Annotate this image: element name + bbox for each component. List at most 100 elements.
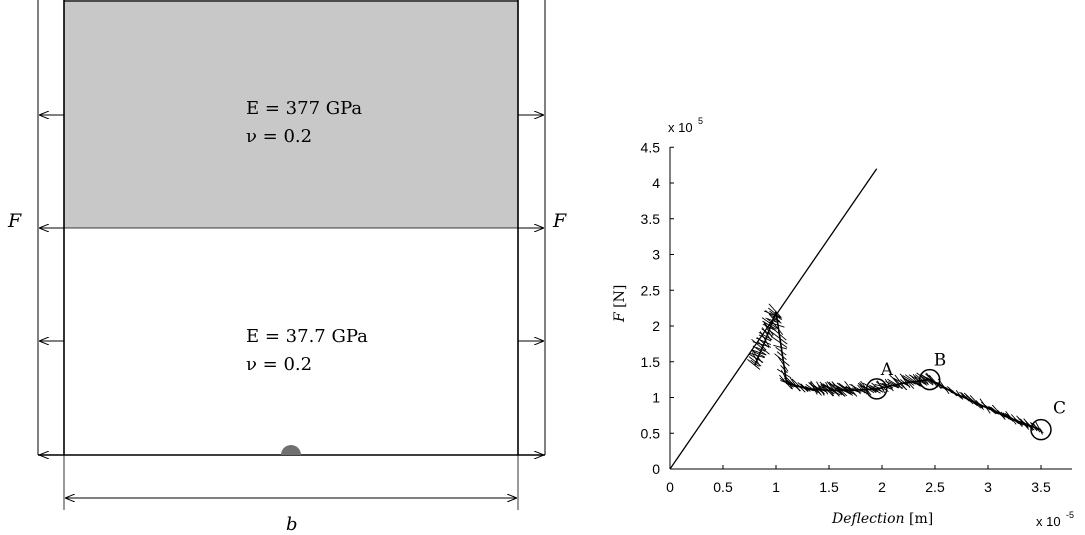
x-exponent-power: -5 — [1066, 510, 1074, 520]
hatch-stroke — [991, 404, 1006, 420]
hatch-stroke — [829, 383, 843, 396]
hatch-stroke — [955, 390, 964, 400]
hatch-stroke — [1002, 412, 1012, 421]
hatch-stroke — [769, 330, 788, 345]
hatch-stroke — [761, 317, 779, 330]
hatch-stroke — [751, 350, 765, 358]
hatch-stroke — [1035, 421, 1043, 435]
hatch-stroke — [756, 346, 766, 352]
x-tick-label: 1 — [772, 479, 780, 495]
y-tick-label: 2.5 — [641, 282, 661, 298]
hatch-stroke — [791, 378, 806, 393]
hatch-stroke — [869, 384, 883, 392]
force-label-left: F — [7, 210, 22, 232]
x-tick-label: 2 — [878, 479, 886, 495]
hatch-stroke — [825, 385, 843, 395]
y-tick-label: 3 — [652, 247, 660, 263]
hatch-stroke — [768, 303, 782, 318]
hatch-stroke — [761, 327, 772, 341]
x-axis-label-italic: Deflection — [831, 511, 905, 527]
hatch-stroke — [901, 375, 911, 388]
x-axis-label: Deflection [m] — [831, 511, 933, 527]
hatch-stroke — [821, 385, 835, 395]
hatch-stroke — [857, 382, 868, 395]
hatch-stroke — [776, 368, 792, 379]
y-axis-label: F [N] — [612, 285, 628, 323]
hatch-stroke — [771, 336, 788, 348]
hatch-stroke — [928, 374, 942, 390]
hatch-stroke — [839, 384, 854, 395]
x-tick-label: 0.5 — [713, 479, 733, 495]
hatch-stroke — [849, 383, 868, 395]
hatch-stroke — [1000, 411, 1010, 420]
hatch-stroke — [947, 386, 963, 399]
hatch-stroke — [769, 324, 787, 341]
point-marker-a — [865, 378, 888, 400]
hatch-stroke — [783, 376, 794, 390]
bottom-layer-poisson: ν = 0.2 — [246, 354, 312, 375]
point-label-b: B — [934, 351, 947, 371]
load-deflection-chart: 0 0.5 1 1.5 2 2.5 3 3.5 0 0.5 1 1.5 2 2.5 3 3.5 4 4.5 A B… — [612, 116, 1074, 529]
hatch-stroke — [961, 393, 970, 402]
hatch-stroke — [762, 323, 776, 331]
y-axis-label-unit: [N] — [612, 285, 628, 308]
y-tick-label: 2 — [652, 318, 660, 334]
top-layer — [64, 0, 518, 228]
x-tick-label: 3.5 — [1031, 479, 1051, 495]
hatch-stroke — [775, 347, 787, 356]
notch-marker — [281, 445, 301, 455]
hatch-stroke — [979, 398, 991, 414]
hatch-stroke — [773, 344, 787, 350]
hatch-stroke — [752, 345, 767, 356]
hatch-stroke — [914, 374, 929, 386]
hatch-stroke — [857, 384, 866, 394]
hatch-stroke — [774, 353, 790, 367]
hatch-stroke — [751, 349, 767, 356]
hatch-stroke — [768, 321, 785, 328]
x-tick-label: 0 — [666, 479, 674, 495]
point-marker-c — [1030, 418, 1052, 441]
hatch-stroke — [919, 375, 929, 384]
hatch-stroke — [836, 382, 853, 396]
y-axis-label-italic: F — [612, 311, 628, 323]
top-layer-modulus: E = 377 GPa — [246, 98, 362, 119]
hatch-stroke — [758, 334, 772, 342]
x-tick-label: 2.5 — [925, 479, 945, 495]
hatch-stroke — [763, 321, 774, 336]
hatch-stroke — [899, 379, 909, 386]
y-exponent-base: x 10 — [668, 120, 693, 135]
hatch-stroke — [772, 321, 784, 336]
y-tick-label: 4 — [652, 175, 660, 191]
y-tick-label: 1 — [652, 390, 660, 406]
marker-group: A B C — [865, 351, 1066, 441]
hatch-stroke — [862, 382, 881, 394]
hatch-stroke — [805, 384, 819, 394]
point-label-a: A — [880, 360, 894, 380]
hatch-stroke — [767, 307, 781, 318]
hatch-stroke — [899, 373, 915, 389]
y-exponent-power: 5 — [698, 116, 703, 126]
softening-branch-scatter — [747, 303, 1044, 435]
hatch-stroke — [1030, 422, 1044, 434]
hatch-stroke — [908, 374, 928, 386]
y-tick-label: 4.5 — [641, 139, 661, 155]
y-ticks: 0 0.5 1 1.5 2 2.5 3 3.5 4 4.5 — [641, 139, 674, 477]
hatch-stroke — [832, 384, 852, 395]
hatch-stroke — [885, 380, 899, 389]
x-tick-label: 3 — [984, 479, 992, 495]
y-tick-label: 3.5 — [641, 211, 661, 227]
bottom-layer — [64, 228, 518, 455]
top-layer-poisson: ν = 0.2 — [246, 126, 312, 147]
hatch-stroke — [776, 351, 787, 361]
x-axis-label-unit: [m] — [909, 511, 933, 527]
hatch-stroke — [904, 374, 922, 387]
width-label: b — [286, 514, 298, 535]
hatch-stroke — [902, 375, 921, 387]
hatch-stroke — [914, 376, 927, 385]
y-tick-label: 0 — [652, 461, 660, 477]
hatch-stroke — [769, 310, 782, 321]
hatch-stroke — [846, 386, 862, 393]
y-tick-label: 1.5 — [641, 354, 661, 370]
hatch-stroke — [876, 380, 886, 394]
